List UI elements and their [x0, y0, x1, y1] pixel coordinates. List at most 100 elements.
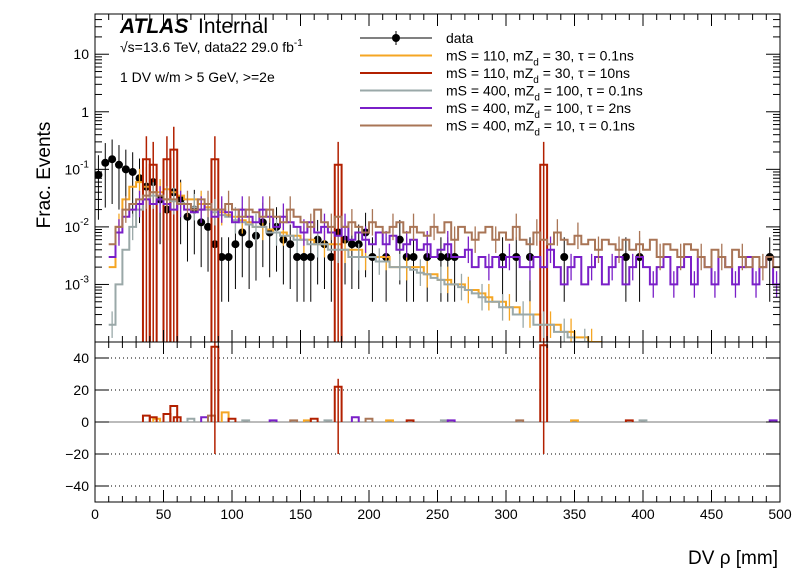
legend-label: mS = 400, mZd = 100, τ = 0.1ns — [446, 83, 643, 104]
legend-label-subscript: d — [533, 58, 539, 69]
lumi-exponent: -1 — [294, 38, 303, 49]
legend-label-suffix: = 100, τ = 0.1ns — [540, 83, 643, 99]
legend-label: mS = 400, mZd = 10, τ = 0.1ns — [446, 118, 635, 139]
legend-item: mS = 110, mZd = 30, τ = 0.1ns — [360, 48, 634, 69]
data-point — [108, 155, 117, 164]
x-tick-label: 450 — [700, 506, 724, 522]
legend-label-suffix: = 100, τ = 2ns — [540, 100, 631, 116]
legend-label-subscript: d — [533, 75, 539, 86]
data-point — [395, 235, 404, 244]
series-layer — [95, 126, 780, 454]
series-line — [108, 198, 780, 286]
y-tick-exponent: -2 — [80, 217, 89, 228]
main-panel-series — [95, 126, 780, 342]
legend-item: mS = 400, mZd = 100, τ = 0.1ns — [360, 83, 643, 104]
ratio-bin — [289, 419, 299, 422]
legend-label-prefix: mS = 110, mZ — [446, 65, 534, 81]
data-point — [327, 252, 336, 261]
ratio-bin — [638, 419, 648, 422]
ratio-spike — [169, 405, 179, 422]
data-point — [436, 252, 445, 261]
atlas-label: ATLAS — [119, 15, 188, 38]
legend-label-subscript: d — [534, 128, 540, 139]
ratio-bin — [624, 419, 634, 422]
data-point — [286, 240, 295, 249]
legend-label-prefix: mS = 400, mZ — [446, 118, 535, 134]
x-tick-label: 250 — [426, 506, 450, 522]
y-tick-label: 10-2 — [65, 217, 90, 235]
data-point — [121, 165, 130, 174]
data-point — [299, 252, 308, 261]
x-tick-label: 200 — [357, 506, 381, 522]
legend-item: data — [360, 30, 473, 46]
x-tick-label: 0 — [91, 506, 99, 522]
ratio-bin — [309, 417, 319, 422]
y-tick-label: 10-3 — [65, 274, 90, 292]
legend-item: mS = 110, mZd = 30, τ = 10ns — [360, 65, 630, 86]
ratio-spike — [148, 416, 158, 422]
ratio-bin — [570, 419, 579, 422]
ratio-gridlines — [95, 357, 780, 487]
y-tick-label: 10-1 — [65, 159, 90, 177]
legend-label-prefix: mS = 400, mZ — [446, 83, 535, 99]
y-tick-exponent: -3 — [80, 274, 89, 285]
legend-label: mS = 400, mZd = 100, τ = 2ns — [446, 100, 631, 121]
legend-label-suffix: = 10, τ = 0.1ns — [540, 118, 635, 134]
data-point — [245, 240, 254, 249]
legend-label: mS = 110, mZd = 30, τ = 0.1ns — [446, 48, 634, 69]
legend-item: mS = 400, mZd = 100, τ = 2ns — [360, 100, 631, 121]
ratio-y-tick-label: 20 — [73, 382, 89, 398]
data-point — [231, 240, 240, 249]
ratio-bin — [364, 417, 374, 422]
x-tick-label: 300 — [494, 506, 518, 522]
ratio-y-tick-label: 0 — [81, 414, 89, 430]
selection-annotation: 1 DV w/m > 5 GeV, >=2e — [120, 69, 275, 85]
y-tick-base: 10 — [65, 276, 81, 292]
y-tick-label: 10 — [73, 46, 89, 62]
ratio-y-tick-label: −20 — [65, 446, 89, 462]
y-tick-base: 10 — [65, 161, 81, 177]
y-tick-base: 10 — [65, 219, 81, 235]
data-point — [101, 158, 110, 167]
ratio-spike — [162, 413, 172, 422]
data-point — [224, 252, 233, 261]
data-point — [498, 252, 507, 261]
series-line — [108, 191, 780, 269]
x-tick-label: 500 — [768, 506, 792, 522]
legend-label: mS = 110, mZd = 30, τ = 10ns — [446, 65, 630, 86]
x-tick-label: 100 — [220, 506, 244, 522]
data-point — [621, 252, 630, 261]
ratio-bin — [186, 417, 196, 422]
x-axis-title: DV ρ [mm] — [688, 548, 778, 569]
data-point — [293, 252, 302, 261]
ratio-y-tick-label: −40 — [65, 478, 89, 494]
legend-marker — [392, 34, 400, 42]
data-point — [204, 222, 213, 231]
legend-label: data — [446, 30, 473, 46]
ratio-bin — [220, 411, 230, 422]
legend-label-prefix: mS = 110, mZ — [446, 48, 534, 64]
main-panel-frame — [94, 13, 781, 343]
data-point — [306, 252, 315, 261]
ratio-bin — [241, 419, 251, 422]
y-axis-title: Frac. Events — [34, 122, 55, 229]
ratio-bin — [200, 416, 210, 422]
y-tick-label: 1 — [81, 104, 89, 120]
x-tick-label: 150 — [289, 506, 313, 522]
ratio-bin — [768, 419, 778, 422]
legend-label-suffix: = 30, τ = 10ns — [539, 65, 630, 81]
ratio-bin — [323, 419, 333, 422]
axes — [94, 13, 781, 503]
legend-item: mS = 400, mZd = 10, τ = 0.1ns — [360, 118, 635, 139]
series-line — [108, 181, 602, 342]
ratio-bin — [515, 419, 525, 422]
legend-label-subscript: d — [534, 110, 540, 121]
data-point — [560, 252, 569, 261]
data-point — [114, 160, 123, 169]
y-tick-exponent: -1 — [80, 159, 89, 170]
x-tick-label: 50 — [156, 506, 172, 522]
x-tick-label: 400 — [631, 506, 655, 522]
energy-text: √s=13.6 TeV, data22 29.0 fb — [120, 39, 294, 55]
